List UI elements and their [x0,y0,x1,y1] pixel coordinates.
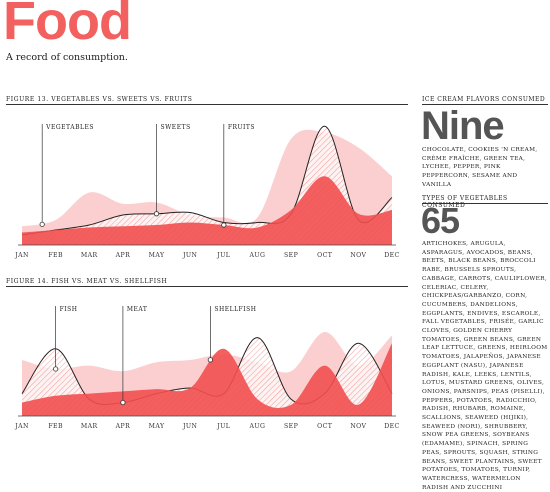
ice-cream-label: ICE CREAM FLAVORS CONSUMED [422,96,546,103]
x-tick-label: DEC [384,252,399,259]
annotation-label-sweets: SWEETS [161,124,191,131]
annotation-label-fish: FISH [60,306,78,313]
x-tick-label: MAY [149,423,165,430]
annotation-label-fruits: FRUITS [228,124,255,131]
vegetables-label: TYPES OF VEGETABLES CONSUMED [422,195,508,209]
annotation-marker-fish [53,366,59,372]
x-tick-label: JUN [182,423,197,430]
x-tick-label: MAY [149,252,165,259]
x-tick-label: OCT [317,423,333,430]
annotation-marker-sweets [153,211,160,217]
x-tick-label: FEB [48,423,63,430]
annotation-marker-meat [120,399,126,406]
annotation-label-shellfish: SHELLFISH [214,306,256,313]
x-tick-label: SEP [284,423,298,430]
x-tick-label: JUL [216,252,230,259]
x-tick-label: JUN [182,252,197,259]
annotation-marker-fruits [221,222,227,228]
ice-cream-count: Nine [421,104,505,148]
x-tick-label: MAR [81,423,98,430]
figure-14-rule [6,286,408,287]
figure-13-rule [6,104,408,105]
x-tick-label: SEP [284,252,298,259]
area-shellfish [22,343,392,416]
x-tick-label: APR [115,252,131,259]
area-fruits [22,176,392,245]
x-tick-label: NOV [350,252,366,259]
figure-13-chart: JAN FEB MAR APR MAY JUN JUL AUG SEP OCT NOV DEC VEGE… [14,124,399,259]
x-tick-label: DEC [384,423,399,430]
annotation-label-vegetables: VEGETABLES [45,124,94,131]
x-tick-label: AUG [249,252,266,259]
vegetables-count: 65 [421,200,460,241]
figure-14-chart: JAN FEB MAR APR MAY JUN JUL AUG SEP OCT NOV DEC FISH… [14,306,399,430]
ice-cream-rule [422,104,548,105]
x-tick-label: APR [115,423,131,430]
x-tick-label: JAN [14,423,29,430]
x-tick-label: JAN [14,252,29,259]
x-tick-label: AUG [249,423,266,430]
x-tick-label: OCT [317,252,333,259]
annotation-label-meat: MEAT [127,306,148,313]
x-tick-label: JUL [216,423,230,430]
x-tick-label: FEB [48,252,63,259]
annotation-marker-shellfish [207,357,213,363]
line-sweets [21,125,393,236]
vegetables-rule [422,203,548,204]
vegetables-list: ARTICHOKES, ARUGULA, ASPARAGUS, AVOCADOS… [422,241,548,491]
page-subtitle: A record of consumption. [6,52,128,63]
x-tick-label: NOV [350,423,366,430]
ice-cream-list: CHOCOLATE, COOKIES 'N CREAM, CRÈME FRAÎC… [422,147,538,188]
page-title: Food [3,0,132,51]
figure-13-title: FIGURE 13. VEGETABLES VS. SWEETS VS. FRU… [6,96,193,103]
x-tick-label: MAR [81,252,98,259]
figure-14-title: FIGURE 14. FISH VS. MEAT VS. SHELLFISH [6,278,168,285]
annotation-marker-vegetables [39,221,45,227]
